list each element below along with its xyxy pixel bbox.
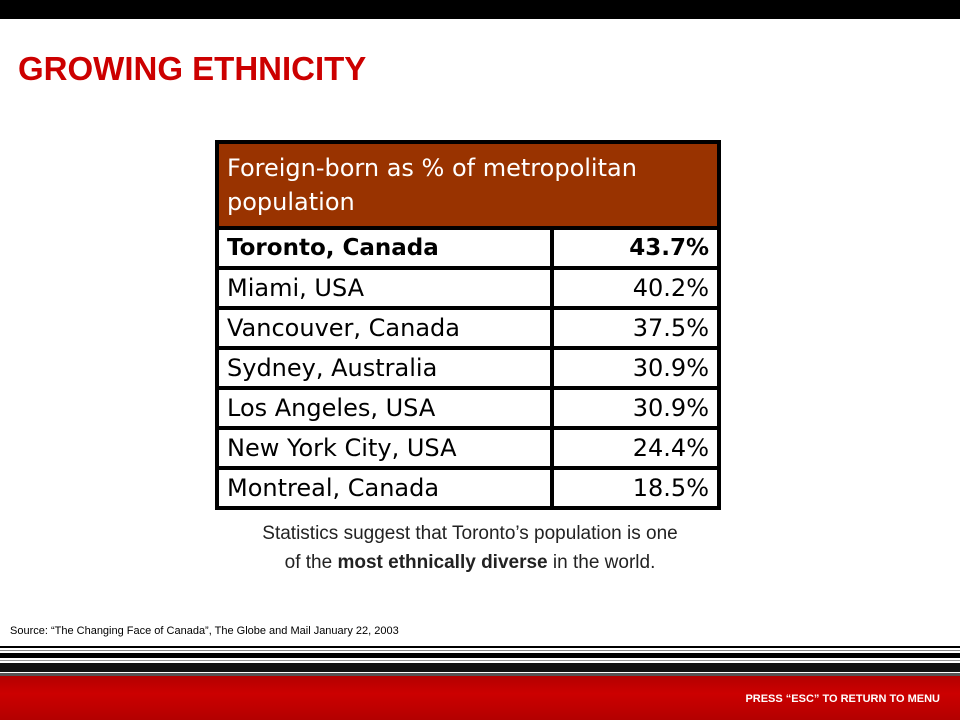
caption-line-2-prefix: of the [284, 552, 338, 573]
value-cell: 37.5% [552, 308, 719, 348]
table-row: Miami, USA 40.2% [217, 268, 719, 308]
table-header: Foreign-born as % of metropolitan popula… [217, 142, 719, 228]
source-citation: Source: “The Changing Face of Canada”, T… [10, 625, 399, 637]
city-cell: Miami, USA [217, 268, 552, 308]
city-cell: Vancouver, Canada [217, 308, 552, 348]
table-row: Sydney, Australia 30.9% [217, 348, 719, 388]
value-cell: 43.7% [552, 228, 719, 268]
city-cell: New York City, USA [217, 428, 552, 468]
value-cell: 30.9% [552, 348, 719, 388]
city-cell: Sydney, Australia [217, 348, 552, 388]
city-cell: Toronto, Canada [217, 228, 552, 268]
footer-bar [0, 676, 960, 720]
caption-emphasis: most ethnically diverse [337, 552, 548, 573]
table-header-row: Foreign-born as % of metropolitan popula… [217, 142, 719, 228]
city-cell: Montreal, Canada [217, 468, 552, 508]
slide-title: GROWING ETHNICITY [18, 50, 367, 87]
city-cell: Los Angeles, USA [217, 388, 552, 428]
value-cell: 18.5% [552, 468, 719, 508]
table-row: New York City, USA 24.4% [217, 428, 719, 468]
caption: Statistics suggest that Toronto’s popula… [190, 519, 750, 577]
esc-menu-hint: PRESS “ESC” TO RETURN TO MENU [745, 693, 940, 705]
top-bar [0, 0, 960, 19]
caption-line-1: Statistics suggest that Toronto’s popula… [262, 523, 678, 544]
table-row: Montreal, Canada 18.5% [217, 468, 719, 508]
table-row: Toronto, Canada 43.7% [217, 228, 719, 268]
value-cell: 24.4% [552, 428, 719, 468]
table-row: Vancouver, Canada 37.5% [217, 308, 719, 348]
table-row: Los Angeles, USA 30.9% [217, 388, 719, 428]
foreign-born-table: Foreign-born as % of metropolitan popula… [215, 140, 721, 510]
footer-divider [0, 646, 960, 676]
value-cell: 40.2% [552, 268, 719, 308]
caption-line-2-suffix: in the world. [547, 552, 656, 573]
value-cell: 30.9% [552, 388, 719, 428]
